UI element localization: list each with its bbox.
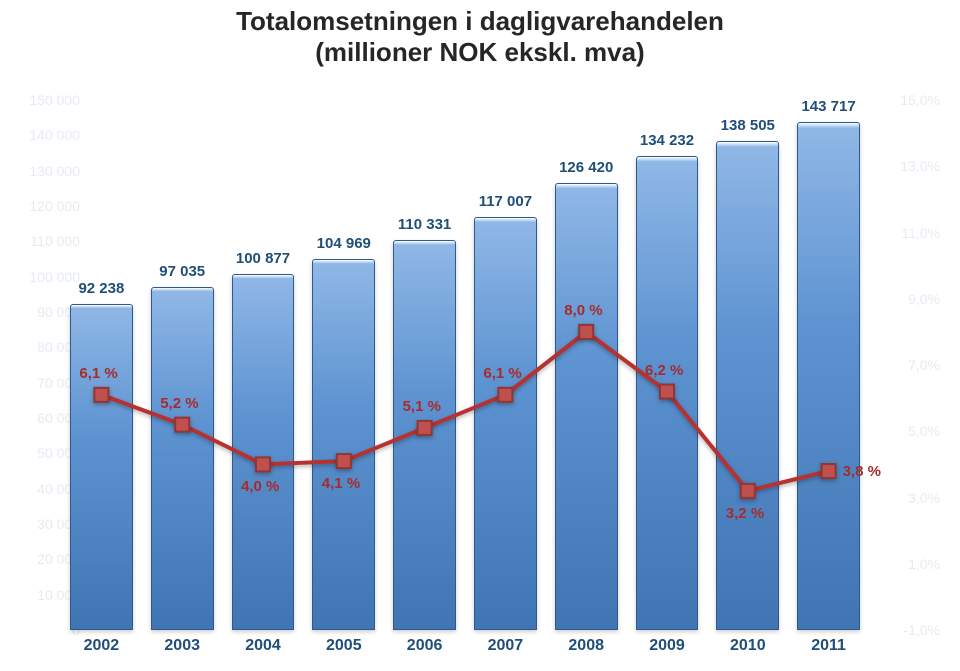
line-value-label: 8,0 %	[564, 302, 602, 319]
line-value-label: 6,1 %	[79, 365, 117, 382]
line-value-label: 5,2 %	[160, 395, 198, 412]
line-value-label: 4,1 %	[322, 475, 360, 492]
line-marker	[175, 418, 189, 432]
chart-title-line1: Totalomsetningen i dagligvarehandelen	[236, 6, 724, 36]
line-marker	[418, 421, 432, 435]
line-marker	[256, 457, 270, 471]
chart-title: Totalomsetningen i dagligvarehandelen (m…	[0, 6, 960, 68]
line-value-label: 3,8 %	[843, 463, 881, 480]
line-value-label: 5,1 %	[403, 398, 441, 415]
line-marker	[337, 454, 351, 468]
line-marker	[660, 385, 674, 399]
line-value-label: 3,2 %	[726, 505, 764, 522]
chart-title-line2: (millioner NOK ekskl. mva)	[315, 37, 644, 67]
line-chart-layer	[20, 100, 910, 655]
trend-line	[101, 332, 828, 491]
line-value-label: 6,2 %	[645, 362, 683, 379]
line-marker	[822, 464, 836, 478]
line-marker	[94, 388, 108, 402]
line-value-label: 4,0 %	[241, 478, 279, 495]
line-value-label: 6,1 %	[483, 365, 521, 382]
line-marker	[498, 388, 512, 402]
chart-container: Totalomsetningen i dagligvarehandelen (m…	[0, 0, 960, 671]
line-marker	[741, 484, 755, 498]
line-marker	[579, 325, 593, 339]
